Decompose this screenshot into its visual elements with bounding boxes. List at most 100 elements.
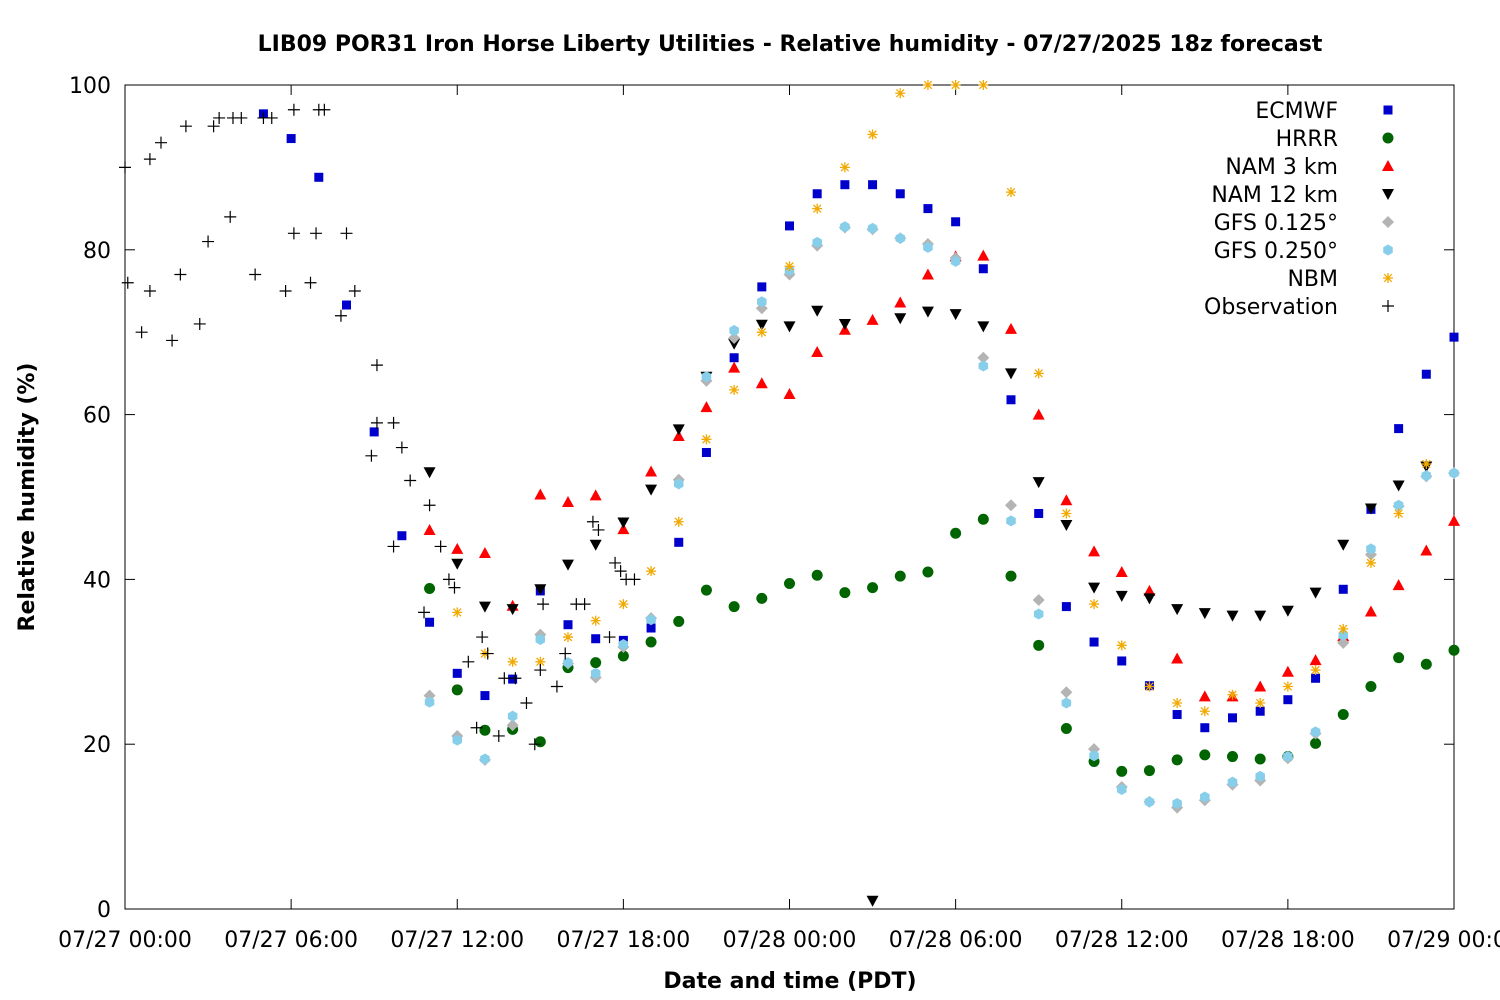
nam-12-km-point [1226, 610, 1239, 622]
hrrr-point [1005, 570, 1017, 582]
nbm-point [784, 261, 795, 272]
ecmwf-point [1061, 602, 1071, 612]
legend-marker-ecmwf [1383, 105, 1393, 115]
ecmwf-point [1117, 656, 1127, 666]
x-tick-label: 07/27 12:00 [390, 928, 524, 953]
hrrr-point [839, 587, 851, 599]
nam-12-km-point [506, 604, 519, 616]
gfs-0-250-point [729, 325, 739, 337]
ecmwf-point [369, 427, 379, 437]
gfs-0-250-point [1449, 467, 1459, 479]
x-tick-label: 07/27 00:00 [58, 928, 192, 953]
hrrr-point [867, 582, 879, 594]
nbm-point [1310, 665, 1321, 676]
legend-marker-hrrr [1382, 132, 1394, 144]
series-ecmwf [258, 109, 1459, 733]
nam-12-km-point [589, 539, 602, 551]
hrrr-point [811, 569, 823, 581]
nbm-point [1199, 706, 1210, 717]
gfs-0-125-point [1337, 636, 1350, 649]
observation-point [423, 499, 436, 512]
legend-marker-nam-12-km [1382, 189, 1394, 200]
observation-point [193, 317, 206, 330]
observation-point [249, 268, 262, 281]
observation-point [265, 111, 278, 124]
observation-point [434, 540, 447, 553]
observation-point [370, 416, 383, 429]
gfs-0-250-point [1283, 751, 1293, 763]
nam-12-km-point [811, 305, 824, 317]
gfs-0-250-point [812, 236, 822, 248]
ecmwf-point [646, 623, 656, 633]
nam-3-km-point [1198, 690, 1211, 702]
nam-3-km-point [1309, 654, 1322, 666]
nam-12-km-point [562, 559, 574, 571]
nam-12-km-point [1254, 610, 1267, 622]
hrrr-point [590, 657, 602, 669]
nam-3-km-point [451, 542, 464, 554]
y-tick-label: 100 [69, 74, 111, 99]
ecmwf-point [563, 620, 573, 630]
nam-12-km-point [728, 338, 741, 350]
nam-12-km-point [1309, 587, 1322, 599]
ecmwf-point [785, 221, 794, 231]
ecmwf-point [978, 264, 988, 274]
observation-point [550, 680, 563, 693]
nam-12-km-point [672, 424, 685, 436]
nbm-point [452, 607, 463, 618]
gfs-0-250-point [1172, 798, 1182, 810]
gfs-0-250-point [646, 614, 656, 626]
observation-point [213, 111, 226, 124]
observation-point [578, 598, 591, 611]
legend-marker-gfs-0-125 [1382, 216, 1394, 228]
nam-3-km-point [755, 377, 768, 389]
observation-point [318, 103, 331, 116]
ecmwf-point [1283, 695, 1293, 705]
nbm-point [1227, 689, 1238, 700]
hrrr-point [894, 570, 906, 582]
nam-12-km-point [783, 321, 796, 333]
y-tick-label: 0 [97, 898, 111, 923]
observation-point [492, 729, 505, 742]
ecmwf-point [1200, 723, 1210, 733]
gfs-0-250-point [480, 753, 490, 765]
hrrr-point [1310, 737, 1322, 749]
gfs-0-250-point [1089, 750, 1099, 762]
gfs-0-250-point [757, 296, 767, 308]
gfs-0-125-point [728, 331, 741, 344]
ecmwf-point [1421, 369, 1431, 379]
gfs-0-125-point [1005, 499, 1017, 512]
nbm-point [1172, 698, 1183, 708]
nbm-point [1033, 368, 1044, 379]
hrrr-point [534, 736, 546, 748]
hrrr-point [645, 636, 657, 648]
ecmwf-point [286, 134, 296, 144]
nbm-point [1282, 681, 1293, 692]
observation-point [498, 672, 511, 685]
observation-point [476, 631, 489, 644]
nam-12-km-point [921, 306, 934, 318]
gfs-0-125-point [506, 719, 519, 732]
gfs-0-250-point [1393, 499, 1404, 511]
gfs-0-250-point [590, 667, 601, 679]
observation-point [119, 161, 131, 174]
nbm-point [1061, 508, 1072, 519]
gfs-0-250-point [1255, 770, 1265, 782]
nam-3-km-point [700, 401, 713, 413]
nbm-point [867, 129, 878, 140]
legend-marker-nbm [1383, 273, 1393, 283]
hrrr-point [673, 615, 685, 627]
hrrr-point [1199, 749, 1211, 761]
gfs-0-250-point [1310, 726, 1321, 738]
nam-12-km-point [866, 895, 879, 907]
hrrr-point [424, 582, 436, 594]
hrrr-point [728, 601, 740, 613]
observation-point [340, 227, 353, 240]
gfs-0-250-point [1200, 791, 1210, 803]
observation-point [614, 565, 627, 578]
nbm-point [978, 80, 989, 90]
x-tick-label: 07/27 06:00 [224, 928, 358, 953]
observation-point [202, 235, 215, 248]
observation-point [534, 664, 547, 677]
